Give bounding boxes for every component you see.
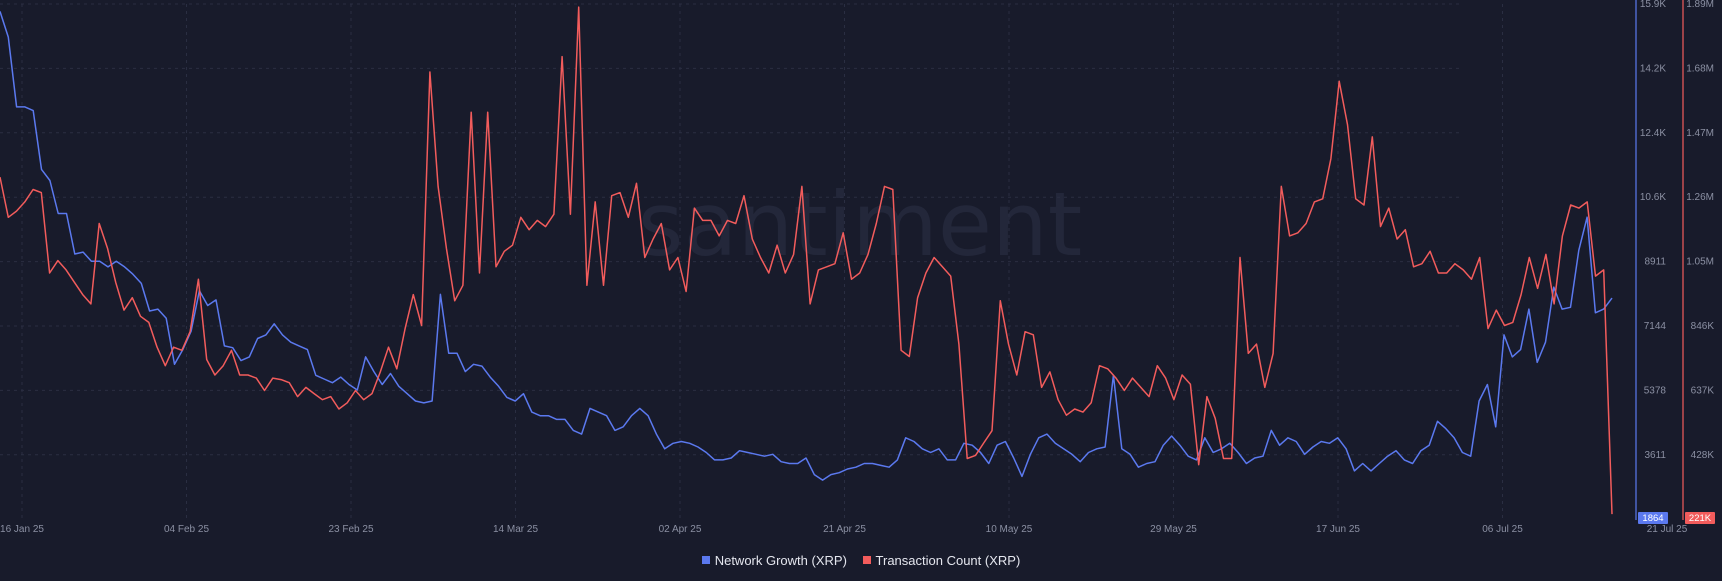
current-value-badge-network-growth: 1864 <box>1642 513 1663 524</box>
y-tick-label-transaction-count: 1.47M <box>1686 128 1714 139</box>
y-tick-label-transaction-count: 637K <box>1691 385 1715 396</box>
y-tick-label-network-growth: 15.9K <box>1640 0 1666 10</box>
y-tick-label-network-growth: 3611 <box>1644 450 1666 461</box>
legend-item-transaction-count[interactable]: Transaction Count (XRP) <box>862 552 1021 568</box>
x-tick-label: 17 Jun 25 <box>1316 524 1360 535</box>
watermark: santiment <box>638 173 1083 276</box>
x-tick-label: 23 Feb 25 <box>328 524 373 535</box>
x-tick-label: 04 Feb 25 <box>164 524 209 535</box>
y-tick-label-transaction-count: 428K <box>1691 450 1715 461</box>
current-value-badge-transaction-count-bg <box>1685 512 1715 524</box>
grid-lines <box>0 3 1503 520</box>
legend-label-transaction-count: Transaction Count (XRP) <box>875 552 1021 568</box>
y-tick-label-transaction-count: 1.89M <box>1686 0 1714 10</box>
x-tick-label: 21 Apr 25 <box>823 524 866 535</box>
axes: 15.9K 1.89M 14.2K 1.68M 12.4K 1.47M 10.6K 1.26M… <box>0 0 1715 535</box>
y-tick-label-transaction-count: 1.26M <box>1686 192 1714 203</box>
series-line-network-growth <box>0 11 1613 481</box>
y-tick-label-transaction-count: 1.68M <box>1686 63 1714 74</box>
series-layer <box>0 6 1613 515</box>
legend-swatch-transaction-count <box>862 556 871 564</box>
legend-item-network-growth[interactable]: Network Growth (XRP) <box>701 552 847 568</box>
x-tick-label: 10 May 25 <box>986 524 1033 535</box>
x-tick-label: 29 May 25 <box>1150 524 1197 535</box>
y-tick-label-network-growth: 12.4K <box>1640 128 1666 139</box>
series-line-transaction-count <box>0 6 1613 515</box>
current-value-badge-network-growth-bg <box>1638 512 1668 524</box>
x-tick-label: 14 Mar 25 <box>493 524 538 535</box>
y-tick-label-transaction-count: 846K <box>1691 321 1715 332</box>
x-tick-label: 21 Jul 25 <box>1647 524 1688 535</box>
legend-swatch-network-growth <box>701 556 710 564</box>
y-tick-label-network-growth: 8911 <box>1644 257 1666 268</box>
legend-label-network-growth: Network Growth (XRP) <box>714 552 847 568</box>
x-tick-label: 16 Jan 25 <box>0 524 44 535</box>
y-tick-label-network-growth: 7144 <box>1644 321 1667 332</box>
y-tick-label-network-growth: 10.6K <box>1640 192 1666 203</box>
current-value-badge-transaction-count: 221K <box>1689 513 1712 524</box>
y-tick-label-transaction-count: 1.05M <box>1686 257 1714 268</box>
y-tick-label-network-growth: 5378 <box>1644 385 1667 396</box>
legend: Network Growth (XRP) Transaction Count (… <box>0 552 1722 568</box>
x-tick-label: 02 Apr 25 <box>659 524 702 535</box>
y-tick-label-network-growth: 14.2K <box>1640 63 1666 74</box>
x-tick-label: 06 Jul 25 <box>1482 524 1523 535</box>
